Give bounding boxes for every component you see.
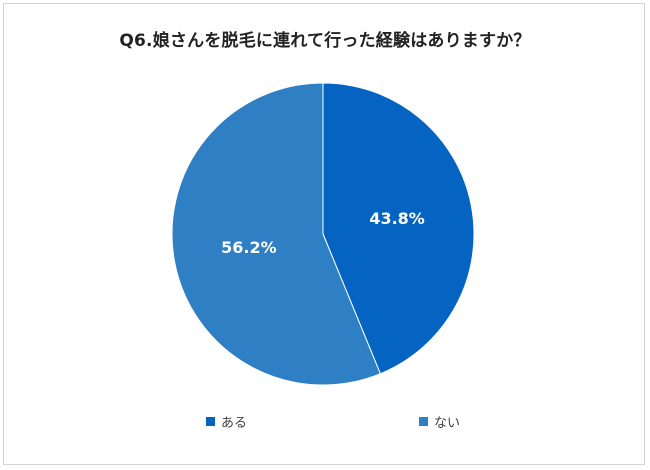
- slice-label-1: 56.2%: [221, 238, 277, 257]
- legend-item-aru: ある: [206, 412, 247, 431]
- legend-swatch-aru: [206, 417, 215, 426]
- legend-label-nai: ない: [434, 416, 461, 431]
- legend-label-aru: ある: [221, 416, 248, 431]
- chart-title: Q6.娘さんを脱毛に連れて行った経験はありますか？: [119, 31, 531, 51]
- slice-label-0: 43.8%: [369, 209, 425, 228]
- legend-item-nai: ない: [419, 412, 460, 431]
- pie-slice-0: [322, 82, 475, 375]
- legend-swatch-nai: [419, 417, 428, 426]
- pie-slice-1: [171, 82, 381, 386]
